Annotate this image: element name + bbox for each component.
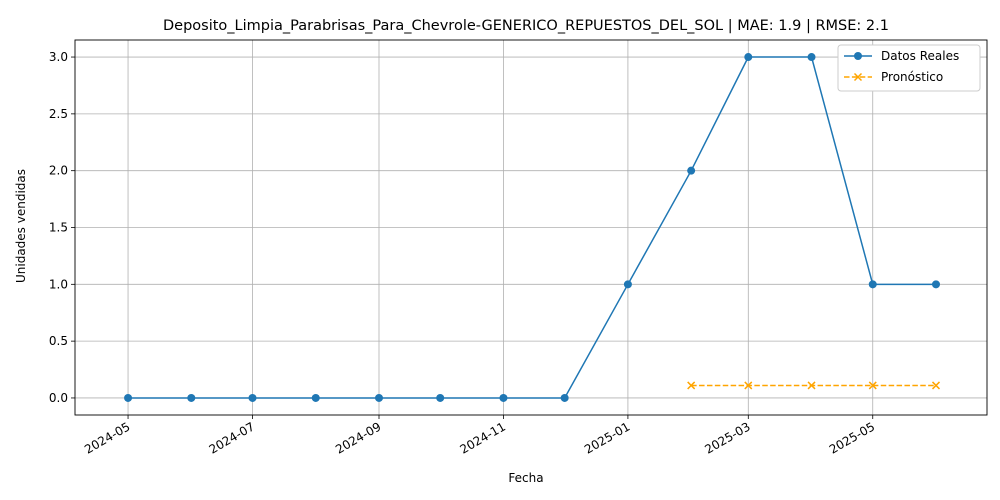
y-tick-label: 2.0	[49, 164, 68, 178]
legend-marker	[854, 52, 862, 60]
data-point	[807, 53, 816, 62]
legend-label: Datos Reales	[881, 49, 959, 63]
data-point	[499, 393, 508, 402]
y-tick-label: 3.0	[49, 50, 68, 64]
data-point	[124, 393, 133, 402]
data-point	[868, 280, 877, 289]
y-tick-label: 0.0	[49, 391, 68, 405]
data-point	[187, 393, 196, 402]
data-point	[248, 393, 257, 402]
series-1	[687, 381, 941, 390]
y-axis-label: Unidades vendidas	[14, 169, 28, 283]
series-line	[128, 56, 936, 399]
data-point	[687, 166, 696, 175]
data-point	[931, 280, 940, 289]
y-tick-label: 1.0	[49, 277, 68, 291]
x-axis-label: Fecha	[508, 471, 543, 485]
data-point	[687, 381, 696, 390]
y-tick-label: 0.5	[49, 334, 68, 348]
legend-label: Pronóstico	[881, 70, 943, 84]
y-tick-label: 1.5	[49, 221, 68, 235]
legend: Datos Reales Pronóstico	[837, 44, 981, 92]
data-point	[623, 280, 632, 289]
series-0	[124, 53, 940, 402]
data-point	[311, 393, 320, 402]
series-layer	[124, 53, 941, 402]
chart-title: Deposito_Limpia_Parabrisas_Para_Chevrole…	[163, 18, 889, 34]
data-point	[375, 393, 383, 402]
legend-box	[837, 44, 981, 92]
y-tick-label: 2.5	[49, 107, 68, 121]
data-point	[807, 381, 816, 390]
data-point	[931, 381, 941, 390]
data-point	[868, 381, 877, 390]
data-point	[436, 393, 445, 402]
data-point	[560, 393, 569, 402]
data-point	[744, 53, 753, 62]
y-axis: 0.0 0.5 1.0 1.5 2.0 2.5 3.0	[49, 50, 75, 405]
legend-marker	[853, 72, 863, 82]
data-point	[744, 381, 753, 390]
